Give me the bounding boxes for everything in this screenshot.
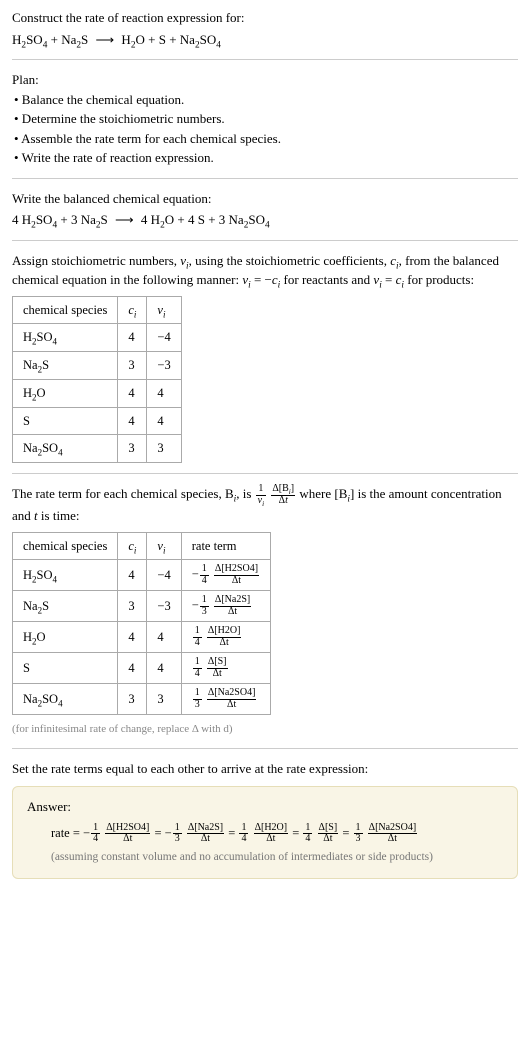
plan: Plan: • Balance the chemical equation. •…: [12, 70, 518, 168]
col-ci: ci: [118, 532, 147, 560]
intro-equation: H2SO4 + Na2S ⟶ H2O + S + Na2SO4: [12, 30, 518, 50]
plus: +: [51, 32, 62, 47]
cell-nui: −3: [147, 352, 181, 380]
col-species: chemical species: [13, 296, 118, 324]
plan-title: Plan:: [12, 70, 518, 90]
table-row: Na2SO43313 Δ[Na2SO4]Δt: [13, 684, 271, 715]
sp-na2s: Na2S: [81, 212, 108, 227]
cell-ci: 3: [118, 684, 147, 715]
answer-equation: rate = −14 Δ[H2SO4]Δt = −13 Δ[Na2S]Δt = …: [51, 823, 503, 845]
table-row: Na2S3−3−13 Δ[Na2S]Δt: [13, 591, 271, 622]
intro-title: Construct the rate of reaction expressio…: [12, 8, 518, 28]
assign-text: Assign stoichiometric numbers, νi, using…: [12, 251, 518, 290]
table-row: H2O44: [13, 379, 182, 407]
balanced-equation: 4 H2SO4 + 3 Na2S ⟶ 4 H2O + 4 S + 3 Na2SO…: [12, 210, 518, 230]
frac-dB-dt: Δ[Bi]Δt: [271, 484, 295, 506]
sp-h2o: H2O: [121, 32, 144, 47]
cell-ci: 3: [118, 435, 147, 463]
table-row: S4414 Δ[S]Δt: [13, 653, 271, 684]
cell-ci: 3: [118, 352, 147, 380]
cell-ci: 4: [118, 379, 147, 407]
cell-rateterm: 14 Δ[H2O]Δt: [181, 622, 270, 653]
plan-item: • Assemble the rate term for each chemic…: [14, 129, 518, 149]
sp-h2so4: H2SO4: [12, 32, 47, 47]
cell-species: Na2S: [13, 591, 118, 622]
cell-ci: 4: [118, 407, 147, 435]
sp-s: S: [159, 32, 166, 47]
cell-nui: −3: [147, 591, 181, 622]
table-row: H2SO44−4: [13, 324, 182, 352]
table-header-row: chemical species ci νi: [13, 296, 182, 324]
intro: Construct the rate of reaction expressio…: [12, 8, 518, 49]
cell-species: Na2SO4: [13, 684, 118, 715]
cell-rateterm: −14 Δ[H2SO4]Δt: [181, 560, 270, 591]
answer-title: Answer:: [27, 797, 503, 817]
infinitesimal-note: (for infinitesimal rate of change, repla…: [12, 721, 518, 738]
cell-species: H2O: [13, 379, 118, 407]
sp-na2so4: Na2SO4: [229, 212, 270, 227]
cell-ci: 4: [118, 622, 147, 653]
cell-ci: 4: [118, 560, 147, 591]
cell-nui: −4: [147, 324, 181, 352]
table-row: H2SO44−4−14 Δ[H2SO4]Δt: [13, 560, 271, 591]
cell-ci: 4: [118, 653, 147, 684]
col-species: chemical species: [13, 532, 118, 560]
cell-nui: 3: [147, 684, 181, 715]
plus: +: [169, 32, 180, 47]
cell-ci: 4: [118, 324, 147, 352]
cell-nui: 4: [147, 379, 181, 407]
table-row: S44: [13, 407, 182, 435]
cell-nui: 4: [147, 407, 181, 435]
cell-species: S: [13, 407, 118, 435]
divider: [12, 59, 518, 60]
sp-h2so4: H2SO4: [22, 212, 57, 227]
cell-rateterm: 13 Δ[Na2SO4]Δt: [181, 684, 270, 715]
stoich-table-1: chemical species ci νi H2SO44−4Na2S3−3H2…: [12, 296, 182, 464]
sp-na2so4: Na2SO4: [180, 32, 221, 47]
cell-nui: 4: [147, 622, 181, 653]
plan-item: • Write the rate of reaction expression.: [14, 148, 518, 168]
cell-species: H2SO4: [13, 324, 118, 352]
frac-1-over-nu: 1νi: [256, 484, 266, 506]
stoich-table-2: chemical species ci νi rate term H2SO44−…: [12, 532, 271, 716]
table-row: H2O4414 Δ[H2O]Δt: [13, 622, 271, 653]
table-row: Na2SO433: [13, 435, 182, 463]
sp-na2s: Na2S: [61, 32, 88, 47]
cell-ci: 3: [118, 591, 147, 622]
divider: [12, 240, 518, 241]
arrow-icon: ⟶: [92, 32, 119, 47]
plus: +: [148, 32, 159, 47]
arrow-icon: ⟶: [111, 212, 138, 227]
balanced: Write the balanced chemical equation: 4 …: [12, 189, 518, 230]
col-rateterm: rate term: [181, 532, 270, 560]
divider: [12, 178, 518, 179]
rate-term-intro: The rate term for each chemical species,…: [12, 484, 518, 526]
sp-s: S: [198, 212, 205, 227]
col-nui: νi: [147, 296, 181, 324]
cell-rateterm: −13 Δ[Na2S]Δt: [181, 591, 270, 622]
cell-species: H2O: [13, 622, 118, 653]
answer-box: Answer: rate = −14 Δ[H2SO4]Δt = −13 Δ[Na…: [12, 786, 518, 879]
divider: [12, 748, 518, 749]
cell-nui: 4: [147, 653, 181, 684]
divider: [12, 473, 518, 474]
sp-h2o: H2O: [151, 212, 174, 227]
answer-note: (assuming constant volume and no accumul…: [51, 849, 503, 866]
balanced-title: Write the balanced chemical equation:: [12, 189, 518, 209]
table-row: Na2S3−3: [13, 352, 182, 380]
plan-item: • Balance the chemical equation.: [14, 90, 518, 110]
cell-rateterm: 14 Δ[S]Δt: [181, 653, 270, 684]
cell-species: S: [13, 653, 118, 684]
plan-item: • Determine the stoichiometric numbers.: [14, 109, 518, 129]
col-ci: ci: [118, 296, 147, 324]
table-header-row: chemical species ci νi rate term: [13, 532, 271, 560]
col-nui: νi: [147, 532, 181, 560]
cell-nui: 3: [147, 435, 181, 463]
cell-species: Na2SO4: [13, 435, 118, 463]
cell-species: Na2S: [13, 352, 118, 380]
cell-species: H2SO4: [13, 560, 118, 591]
set-equal-text: Set the rate terms equal to each other t…: [12, 759, 518, 779]
cell-nui: −4: [147, 560, 181, 591]
